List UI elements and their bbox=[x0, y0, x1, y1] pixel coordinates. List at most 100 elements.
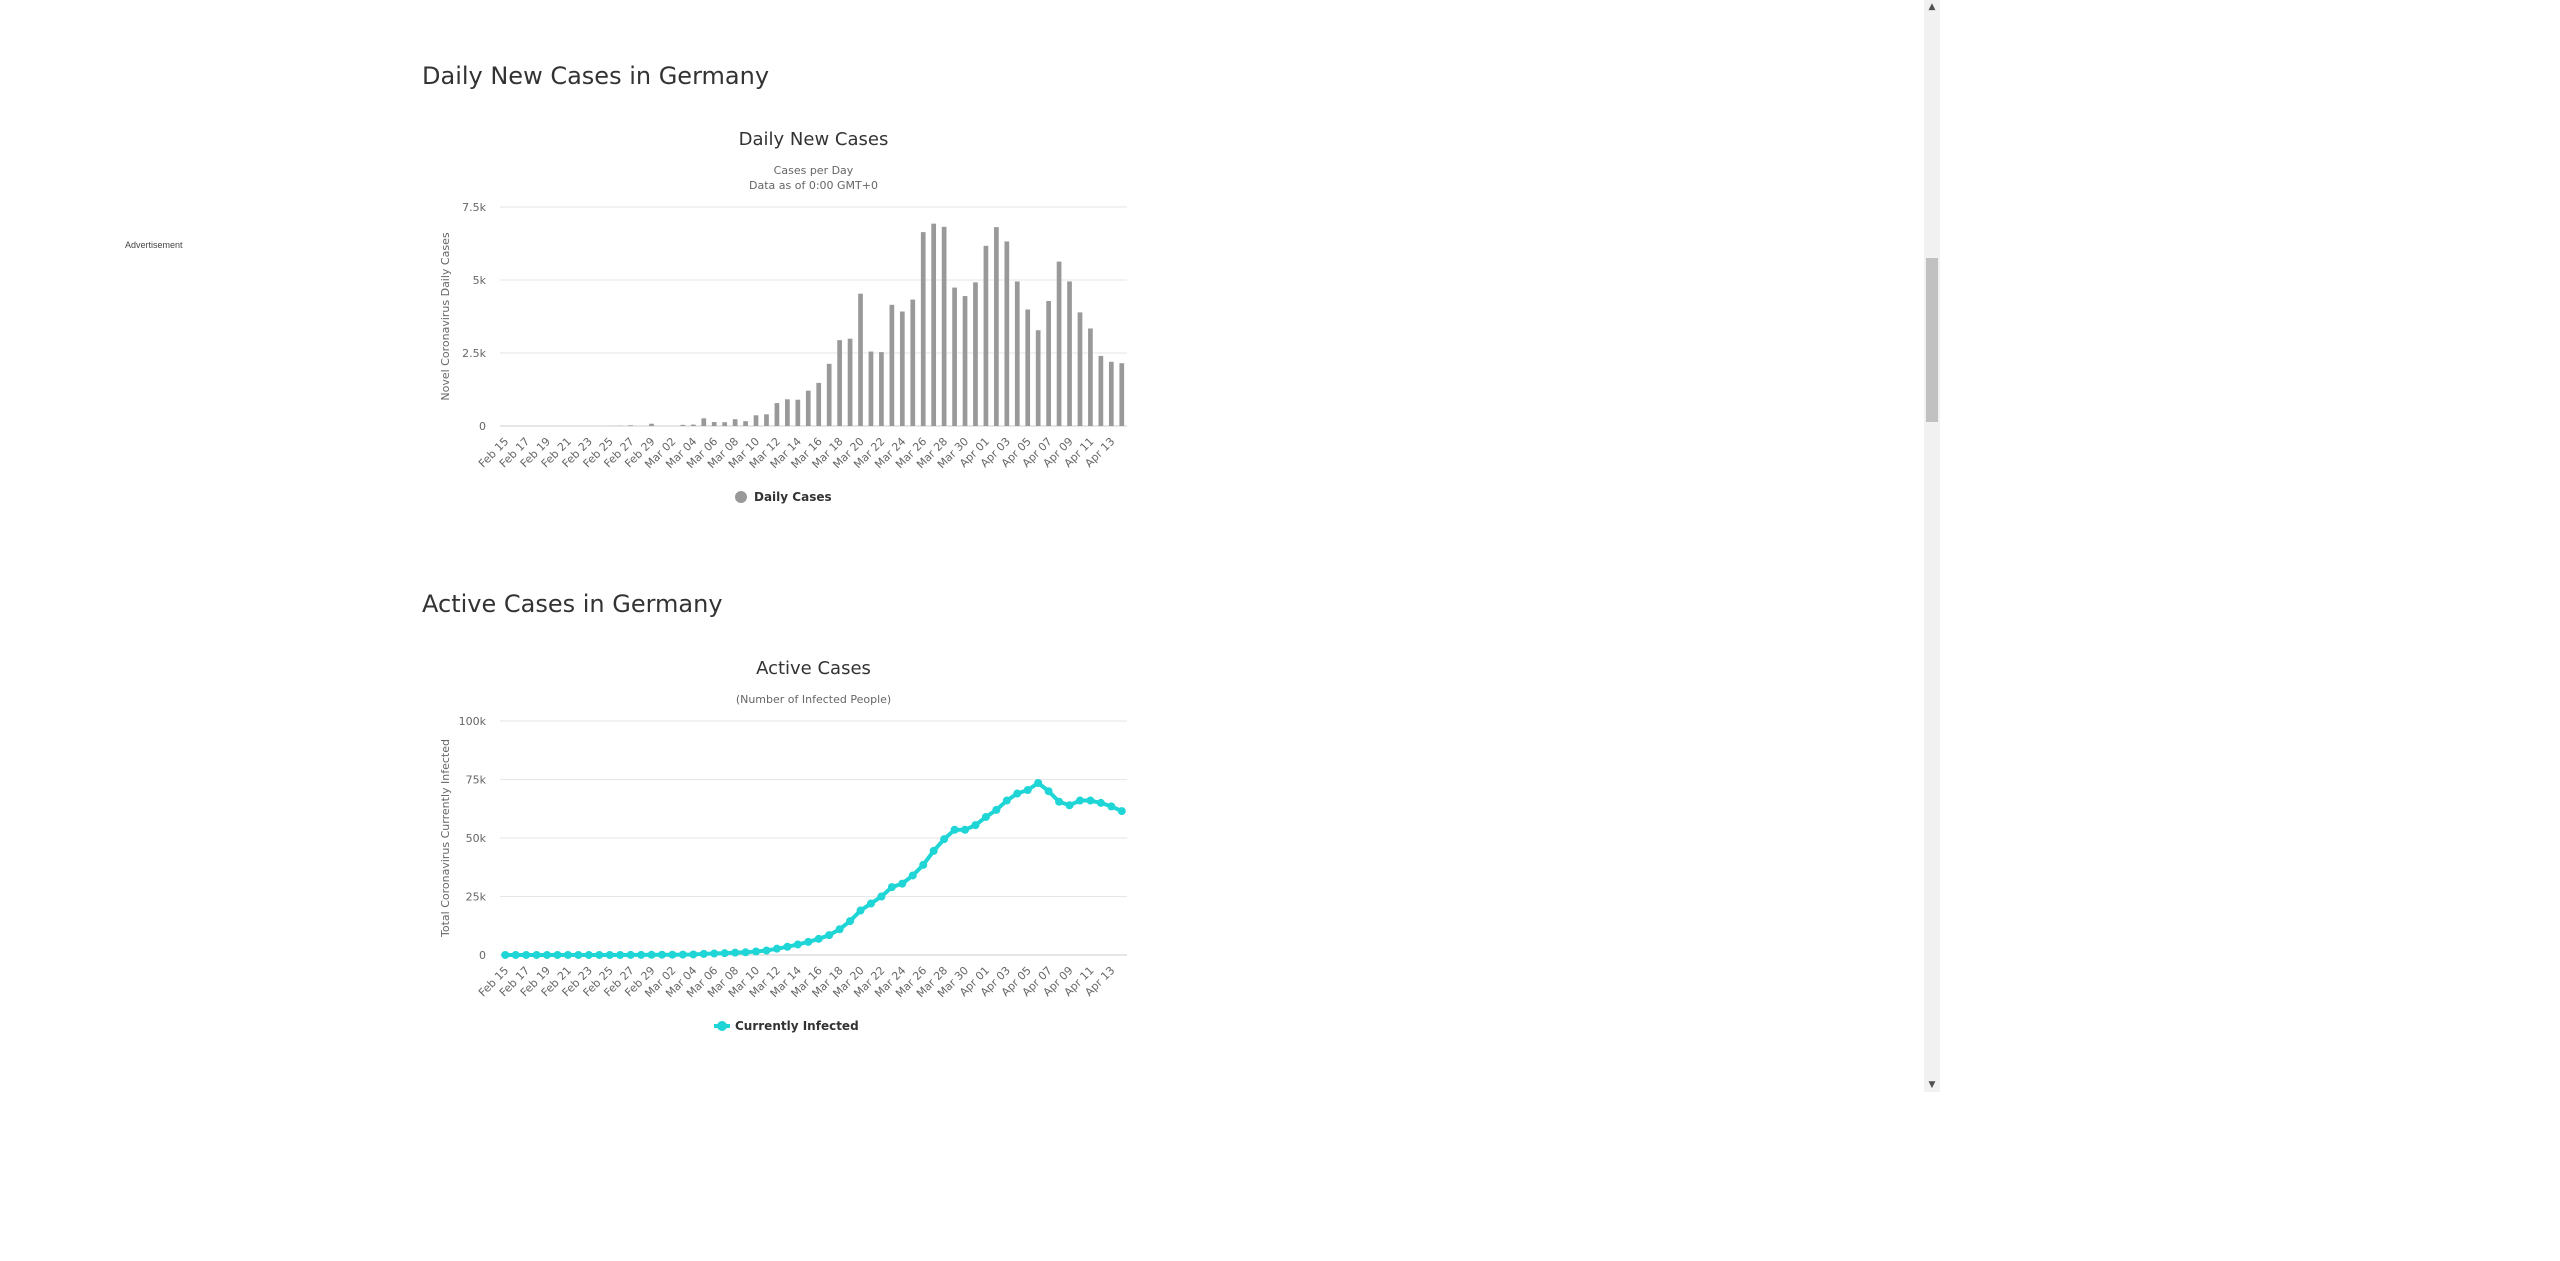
bar bbox=[983, 245, 989, 426]
y-axis-label: Total Coronavirus Currently Infected bbox=[439, 739, 452, 938]
data-point bbox=[971, 821, 980, 830]
x-tick-label: Feb 23 bbox=[560, 435, 595, 470]
data-point bbox=[616, 950, 625, 959]
legend-symbol bbox=[717, 1021, 727, 1031]
bar bbox=[680, 424, 686, 426]
data-point bbox=[710, 949, 719, 958]
data-point bbox=[919, 860, 928, 869]
bar bbox=[1014, 281, 1020, 426]
data-point bbox=[783, 942, 792, 951]
data-point bbox=[1075, 796, 1084, 805]
bar bbox=[910, 299, 916, 426]
bar bbox=[711, 422, 717, 426]
x-tick-label: Mar 18 bbox=[810, 435, 846, 471]
data-point bbox=[1023, 786, 1032, 795]
data-point bbox=[689, 950, 698, 959]
chart-subtitle: Cases per Day bbox=[774, 164, 854, 177]
data-point bbox=[1013, 789, 1022, 798]
active-cases-heading: Active Cases in Germany bbox=[422, 590, 723, 618]
x-tick-label: Mar 10 bbox=[726, 435, 762, 471]
x-tick-label: Mar 02 bbox=[642, 964, 678, 1000]
data-point bbox=[543, 950, 552, 959]
bar bbox=[795, 399, 801, 426]
x-tick-label: Mar 24 bbox=[872, 964, 908, 1000]
legend-label: Daily Cases bbox=[754, 490, 832, 504]
data-point bbox=[553, 950, 562, 959]
bar bbox=[962, 296, 968, 426]
x-tick-label: Feb 15 bbox=[476, 435, 511, 470]
x-tick-label: Apr 07 bbox=[1020, 435, 1055, 470]
x-tick-label: Apr 09 bbox=[1041, 435, 1076, 470]
x-tick-label: Feb 25 bbox=[581, 964, 616, 999]
bar bbox=[774, 403, 780, 426]
data-point bbox=[511, 950, 520, 959]
data-point bbox=[793, 940, 802, 949]
x-tick-label: Feb 27 bbox=[601, 964, 636, 999]
x-tick-label: Apr 13 bbox=[1082, 435, 1117, 470]
x-tick-label: Mar 28 bbox=[914, 435, 950, 471]
x-tick-label: Mar 20 bbox=[830, 964, 866, 1000]
x-tick-label: Mar 12 bbox=[747, 435, 783, 471]
x-tick-label: Apr 01 bbox=[957, 964, 992, 999]
bar bbox=[1098, 355, 1104, 426]
data-point bbox=[741, 948, 750, 957]
x-tick-label: Mar 16 bbox=[789, 964, 825, 1000]
data-point bbox=[877, 892, 886, 901]
x-tick-label: Feb 23 bbox=[560, 964, 595, 999]
data-point bbox=[1107, 802, 1116, 811]
data-point bbox=[1117, 807, 1126, 816]
data-point bbox=[678, 950, 687, 959]
chart-title: Active Cases bbox=[756, 658, 871, 679]
x-tick-label: Apr 03 bbox=[978, 435, 1013, 470]
scroll-down-arrow-icon[interactable]: ▼ bbox=[1928, 1080, 1936, 1090]
data-point bbox=[887, 883, 896, 892]
bar bbox=[1088, 328, 1093, 426]
scroll-up-arrow-icon[interactable]: ▲ bbox=[1928, 2, 1936, 12]
bar bbox=[816, 382, 822, 426]
y-tick-label: 25k bbox=[466, 891, 487, 904]
data-point bbox=[814, 934, 823, 943]
data-point bbox=[699, 949, 708, 958]
data-point bbox=[1002, 796, 1011, 805]
x-tick-label: Mar 02 bbox=[642, 435, 678, 471]
data-point bbox=[1065, 801, 1074, 810]
bar bbox=[764, 414, 769, 426]
bar bbox=[1004, 241, 1010, 426]
data-point bbox=[647, 950, 656, 959]
bar bbox=[743, 421, 748, 426]
x-tick-label: Mar 18 bbox=[810, 964, 846, 1000]
x-tick-label: Feb 19 bbox=[518, 435, 553, 470]
data-point bbox=[584, 950, 593, 959]
bar bbox=[931, 223, 937, 426]
data-point bbox=[825, 931, 834, 940]
data-point bbox=[866, 899, 875, 908]
x-tick-label: Mar 08 bbox=[705, 435, 741, 471]
scrollbar-thumb[interactable] bbox=[1926, 258, 1938, 422]
x-tick-label: Feb 17 bbox=[497, 964, 532, 999]
bar bbox=[1046, 301, 1051, 426]
x-tick-label: Apr 11 bbox=[1062, 435, 1097, 470]
chart-subtitle: (Number of Infected People) bbox=[736, 693, 891, 706]
y-tick-label: 50k bbox=[466, 832, 487, 845]
bar bbox=[826, 363, 832, 426]
x-tick-label: Mar 26 bbox=[893, 964, 929, 1000]
x-tick-label: Mar 04 bbox=[663, 964, 699, 1000]
series-line bbox=[505, 781, 1123, 957]
x-tick-label: Feb 19 bbox=[518, 964, 553, 999]
data-point bbox=[940, 835, 949, 844]
data-point bbox=[1034, 779, 1043, 788]
data-point bbox=[762, 946, 771, 955]
data-point bbox=[835, 925, 844, 934]
vertical-scrollbar[interactable]: ▲ ▼ bbox=[1924, 0, 1940, 1092]
x-tick-label: Mar 06 bbox=[684, 964, 720, 1000]
bar bbox=[690, 424, 696, 426]
x-tick-label: Mar 04 bbox=[663, 435, 699, 471]
data-point bbox=[626, 950, 635, 959]
bar bbox=[920, 232, 926, 426]
x-tick-label: Feb 29 bbox=[622, 435, 657, 470]
advertisement-label: Advertisement bbox=[125, 240, 183, 250]
data-point bbox=[574, 950, 583, 959]
x-tick-label: Feb 27 bbox=[601, 435, 636, 470]
